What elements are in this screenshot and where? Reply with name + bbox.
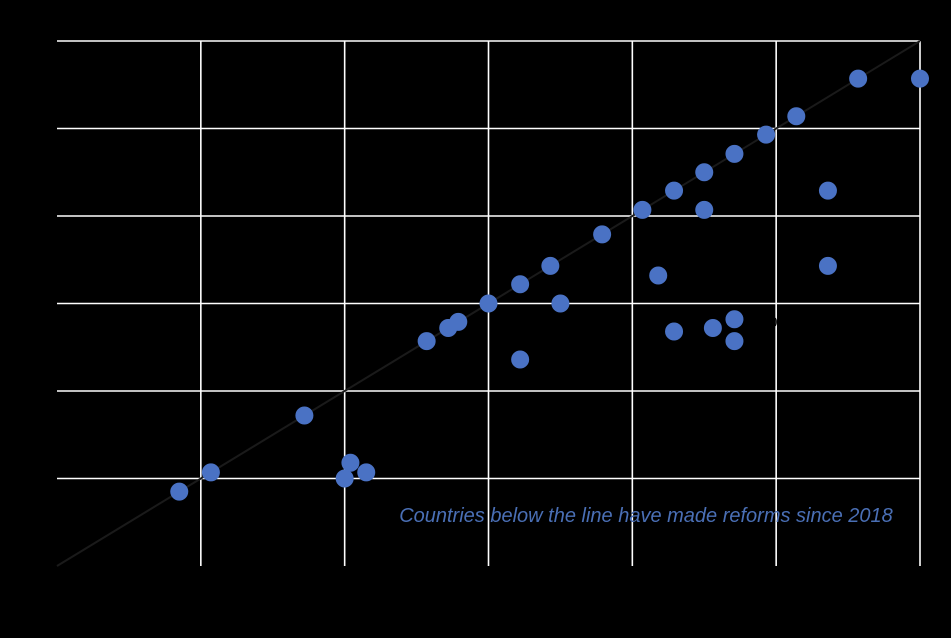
data-point — [335, 469, 354, 488]
data-point — [357, 463, 376, 482]
data-point — [703, 319, 722, 337]
data-point — [511, 350, 530, 369]
data-point — [818, 256, 837, 275]
data-point — [665, 181, 684, 200]
data-point — [725, 310, 744, 329]
data-point — [479, 294, 498, 313]
data-point — [649, 266, 668, 285]
data-point — [818, 181, 837, 200]
data-point — [725, 144, 744, 163]
annotation-text: Countries below the line have made refor… — [399, 505, 893, 527]
data-point — [201, 463, 220, 482]
data-point — [295, 406, 314, 425]
data-points — [170, 69, 929, 501]
data-point — [593, 225, 612, 244]
data-point — [541, 256, 560, 275]
data-point — [757, 125, 776, 144]
data-point — [170, 482, 189, 501]
data-point — [695, 200, 714, 219]
data-point — [849, 69, 868, 88]
point-labels: 0 — [769, 314, 777, 331]
data-point — [725, 332, 744, 351]
data-point — [665, 322, 684, 341]
data-point — [341, 453, 360, 472]
data-point — [695, 163, 714, 182]
data-point — [787, 107, 806, 126]
data-point — [633, 200, 652, 219]
point-label: 0 — [769, 314, 777, 331]
data-point — [511, 275, 530, 294]
data-point — [449, 312, 468, 331]
data-point — [551, 294, 570, 313]
data-point — [911, 69, 929, 88]
data-point — [417, 332, 436, 351]
